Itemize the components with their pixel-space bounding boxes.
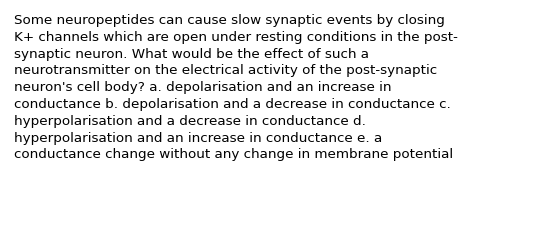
Text: Some neuropeptides can cause slow synaptic events by closing
K+ channels which a: Some neuropeptides can cause slow synapt… [14,14,458,161]
